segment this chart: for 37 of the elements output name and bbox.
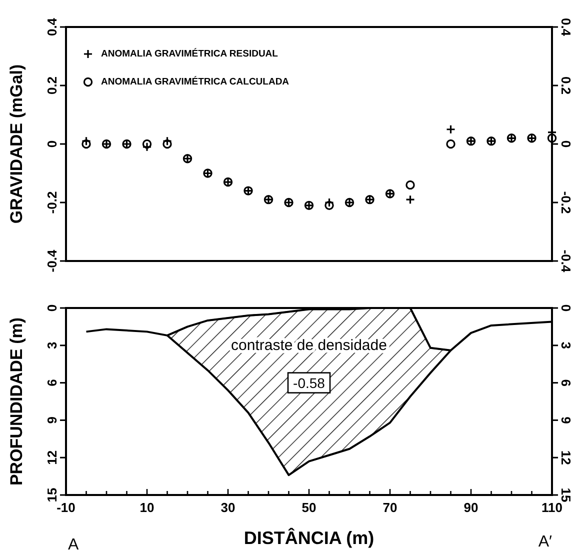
y-tick-label: 0 [44, 140, 60, 148]
x-tick-label: 10 [140, 500, 154, 515]
y-tick-label: 12 [44, 450, 60, 465]
y2-tick-label: 0 [558, 304, 574, 312]
y-tick-label: 6 [44, 379, 60, 386]
y2-tick-label: 3 [558, 342, 574, 350]
x-tick-label: -10 [56, 500, 76, 515]
y-tick-label: 15 [44, 488, 60, 502]
text: A′ [538, 534, 552, 550]
y-tick-label: -0.4 [44, 249, 60, 272]
y-tick-label: -0.2 [44, 191, 60, 214]
legend-label: ANOMALIA GRAVIMÉTRICA CALCULADA [101, 76, 290, 88]
y-tick-label: 0.4 [44, 17, 60, 36]
y2-tick-label: 6 [558, 379, 574, 386]
y2-tick-label: 12 [558, 450, 574, 465]
x-axis-title: DISTÂNCIA (m) [244, 527, 374, 548]
y2-tick-label: 0.2 [558, 76, 574, 95]
y2-tick-label: -0.4 [558, 250, 574, 273]
y-tick-label: 3 [44, 342, 60, 350]
y-axis-title: GRAVIDADE (mGal) [7, 64, 26, 224]
y-tick-label: 0 [44, 304, 60, 312]
x-tick-label: 70 [382, 500, 398, 515]
x-tick-label: 90 [464, 500, 478, 515]
y2-tick-label: 15 [558, 488, 574, 502]
annotation: -0.58 [293, 374, 326, 391]
y2-tick-label: 0 [558, 140, 574, 148]
y2-tick-label: 0.4 [558, 18, 574, 37]
legend-label: ANOMALIA GRAVIMÉTRICA RESIDUAL [101, 48, 278, 60]
y2-tick-label: -0.2 [558, 191, 574, 214]
text: A [68, 536, 79, 554]
y2-tick-label: 9 [558, 416, 574, 424]
y-tick-label: 0.2 [44, 76, 60, 95]
x-tick-label: 30 [220, 500, 236, 515]
x-tick-label: 110 [542, 500, 562, 515]
y-axis-title: PROFUNDIDADE (m) [7, 317, 26, 486]
y-tick-label: 9 [44, 416, 60, 424]
x-tick-label: 50 [302, 500, 316, 515]
